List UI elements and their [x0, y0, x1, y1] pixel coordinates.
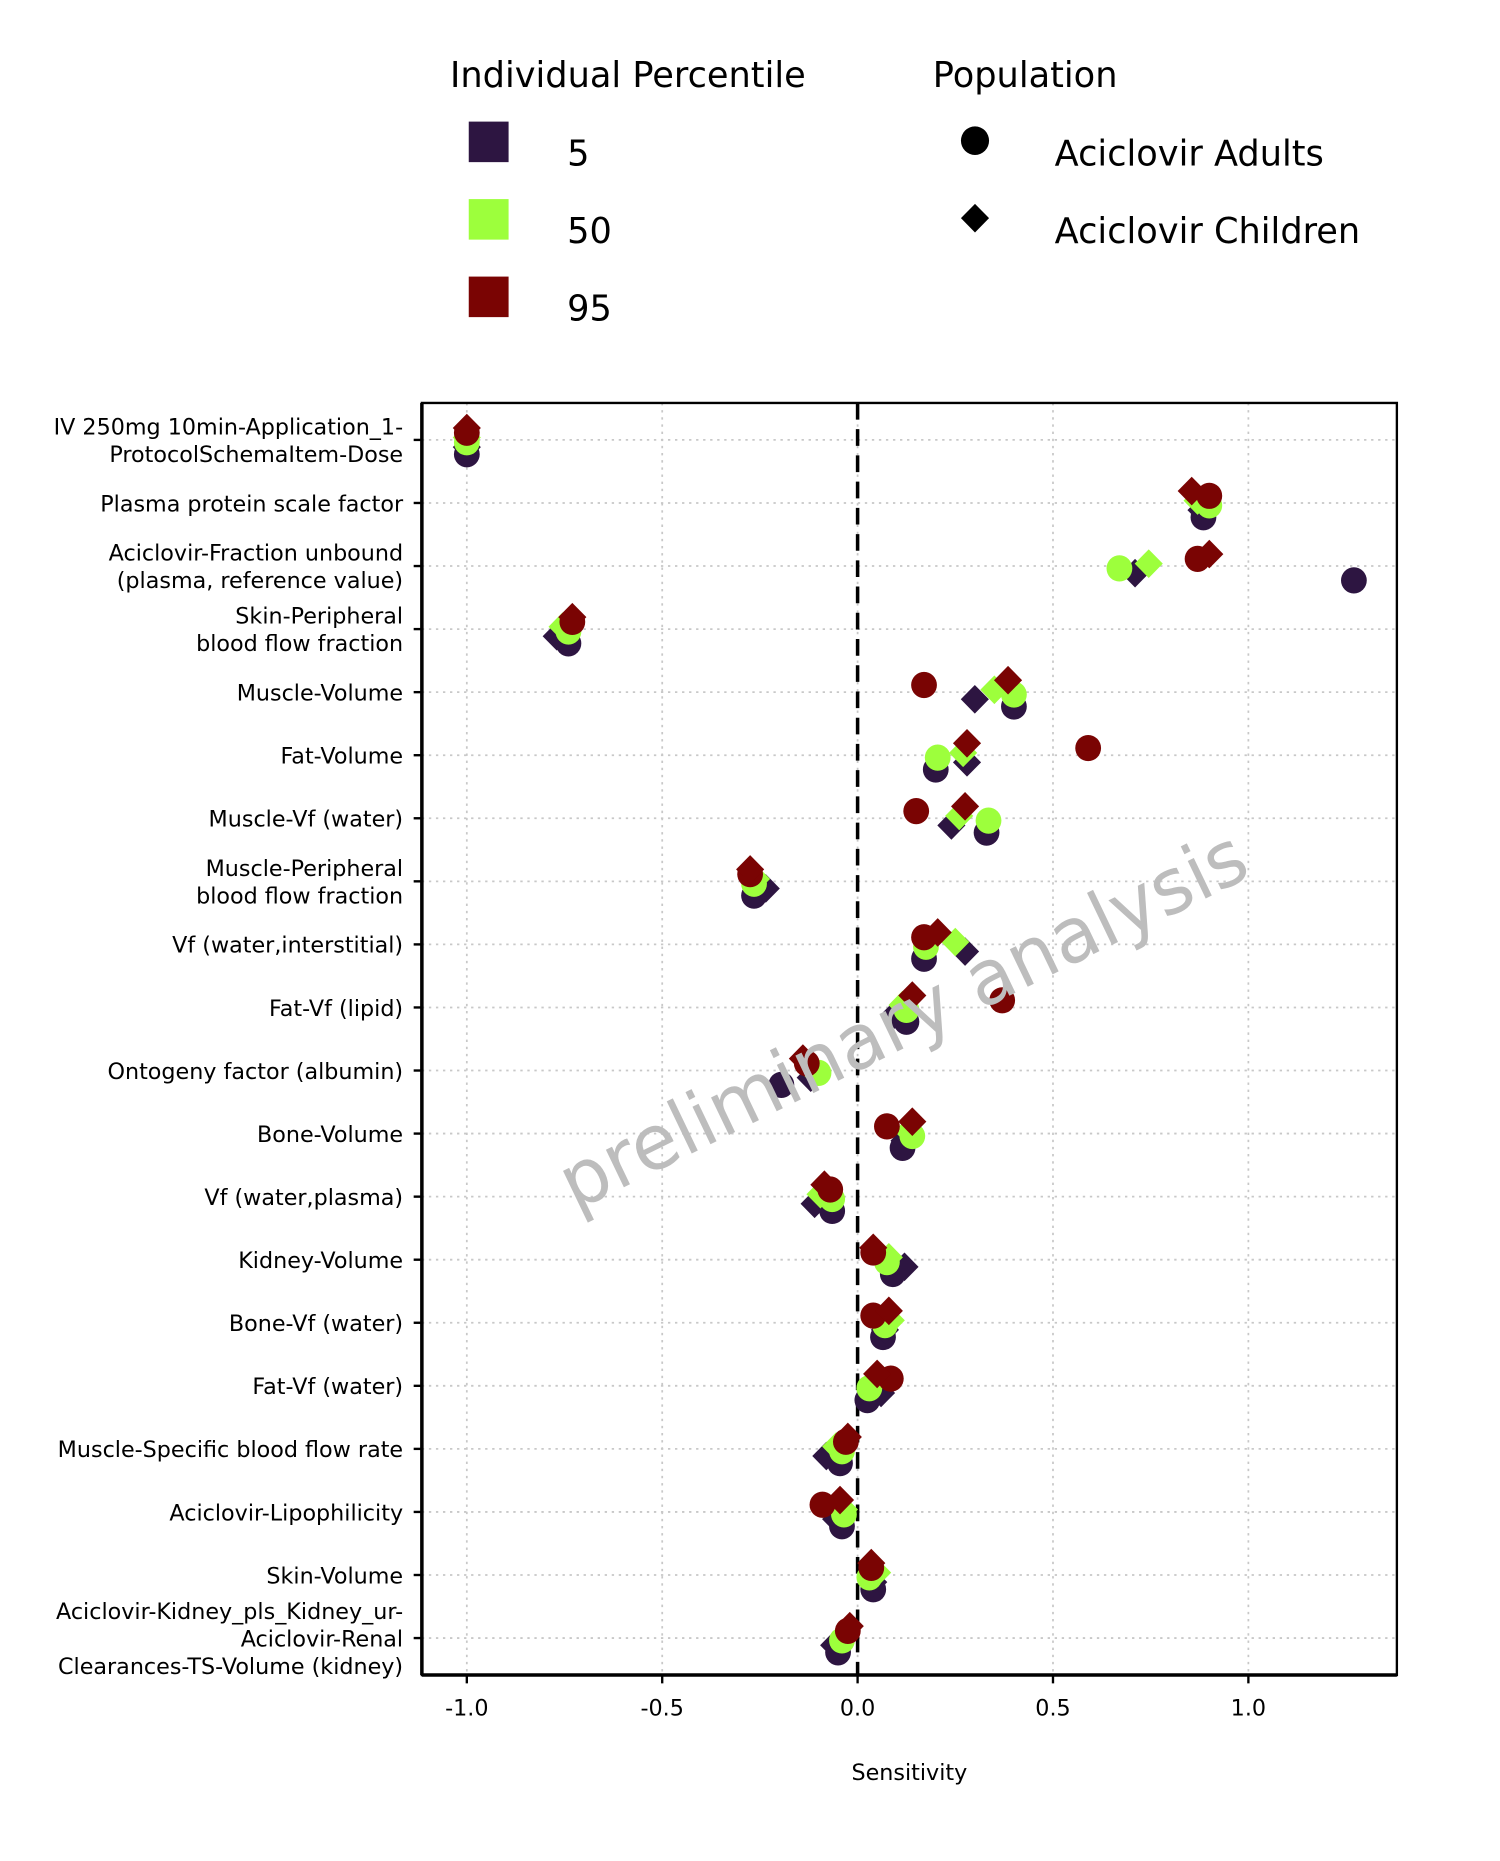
dot-diamond — [1177, 476, 1206, 506]
dot-circle — [989, 987, 1016, 1014]
y-tick-label: Muscle-Specific blood flow rate — [58, 1437, 403, 1463]
y-tick-label: Fat-Vf (water) — [252, 1374, 403, 1400]
y-tick-label: Fat-Vf (lipid) — [269, 996, 403, 1022]
y-tick-label: Fat-Volume — [281, 743, 404, 769]
legend-swatch — [468, 276, 509, 318]
y-tick-label: Muscle-Volume — [237, 680, 403, 706]
dot-diamond — [857, 1548, 886, 1578]
y-tick-label: IV 250mg 10min-Application_1-ProtocolSch… — [54, 414, 404, 468]
y-tick-label: Vf (water,interstitial) — [172, 933, 403, 959]
x-tick-label: 0.5 — [1035, 1695, 1070, 1721]
dot-diamond — [993, 665, 1023, 695]
y-tick-label: Aciclovir-Lipophilicity — [169, 1500, 403, 1526]
dot-circle — [903, 798, 930, 825]
legend-swatch — [468, 199, 509, 240]
y-tick-label: Muscle-Peripheral blood flow fraction — [196, 856, 403, 910]
legend-label: Aciclovir Adults — [1055, 133, 1324, 174]
legend-label: Aciclovir Children — [1055, 211, 1361, 252]
legend-swatch — [468, 121, 509, 163]
population-legend-title: Population — [933, 55, 1118, 96]
y-tick-label: Plasma protein scale factor — [100, 491, 404, 517]
legend-shape — [960, 203, 990, 233]
legend-label: 5 — [567, 133, 589, 174]
y-tick-label: Vf (water,plasma) — [204, 1185, 403, 1211]
watermark: preliminary analysis — [545, 811, 1261, 1227]
dot-circle — [874, 1113, 900, 1140]
dot-circle — [768, 1071, 795, 1098]
dot-diamond — [800, 1189, 829, 1219]
dot-diamond — [874, 1296, 903, 1326]
x-tick-label: -1.0 — [445, 1695, 488, 1721]
y-tick-label: Aciclovir-Fraction unbound (plasma, refer… — [109, 541, 403, 595]
legend-title: Individual Percentile — [450, 55, 806, 96]
y-tick-label: Skin-Peripheral blood flow fraction — [196, 604, 403, 658]
dot-diamond — [736, 855, 765, 884]
dot-diamond — [950, 792, 980, 821]
dot-circle — [924, 744, 951, 771]
y-tick-label: Bone-Volume — [257, 1122, 403, 1148]
y-tick-label: Bone-Vf (water) — [229, 1311, 403, 1337]
dot-diamond — [833, 1422, 862, 1452]
y-tick-label: Aciclovir-Kidney_pls_Kidney_ur-Aciclovir… — [56, 1599, 403, 1680]
dot-diamond — [452, 413, 481, 443]
x-tick-label: -0.5 — [641, 1695, 684, 1721]
legend-shape — [960, 126, 990, 155]
x-axis-title: Sensitivity — [851, 1760, 967, 1786]
dot-diamond — [863, 1359, 892, 1389]
dot-diamond — [825, 1485, 855, 1515]
dot-circle — [911, 671, 937, 699]
dot-diamond — [1134, 549, 1163, 578]
y-tick-label: Muscle-Vf (water) — [209, 806, 404, 832]
x-tick-label: 0.0 — [840, 1695, 875, 1721]
legend-label: 95 — [567, 288, 612, 329]
dot-circle — [1340, 567, 1367, 594]
y-tick-label: Skin-Volume — [266, 1563, 403, 1589]
dot-circle — [1106, 555, 1133, 582]
legend-label: 50 — [567, 211, 612, 252]
dot-diamond — [960, 685, 989, 714]
y-tick-label: Kidney-Volume — [238, 1248, 403, 1274]
dot-circle — [1075, 734, 1102, 762]
dot-diamond — [898, 1107, 927, 1136]
y-tick-label: Ontogeny factor (albumin) — [107, 1059, 403, 1085]
x-tick-label: 1.0 — [1231, 1695, 1266, 1721]
dot-circle — [975, 807, 1002, 834]
dot-diamond — [952, 728, 982, 758]
dot-diamond — [788, 1044, 817, 1073]
